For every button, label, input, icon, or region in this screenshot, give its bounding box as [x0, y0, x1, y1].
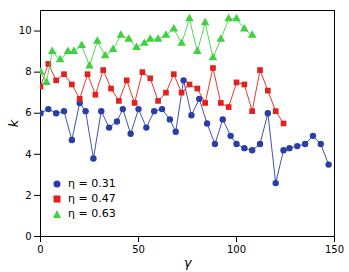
svg-text:150: 150 [325, 244, 344, 255]
html-text:η = 0.31: η = 0.31 [68, 177, 116, 190]
html-text:η = 0.47: η = 0.47 [68, 192, 116, 205]
svg-text:0: 0 [25, 231, 31, 242]
svg-text:6: 6 [25, 107, 31, 118]
svg-text:100: 100 [227, 244, 246, 255]
svg-text:γ: γ [184, 255, 193, 270]
svg-text:50: 50 [132, 244, 145, 255]
svg-text:k: k [6, 119, 21, 127]
svg-text:2: 2 [25, 190, 31, 201]
svg-text:10: 10 [19, 25, 32, 36]
html-text:η = 0.63: η = 0.63 [68, 207, 116, 220]
svg-text:8: 8 [25, 66, 31, 77]
svg-text:4: 4 [25, 149, 31, 160]
svg-text:0: 0 [37, 244, 43, 255]
